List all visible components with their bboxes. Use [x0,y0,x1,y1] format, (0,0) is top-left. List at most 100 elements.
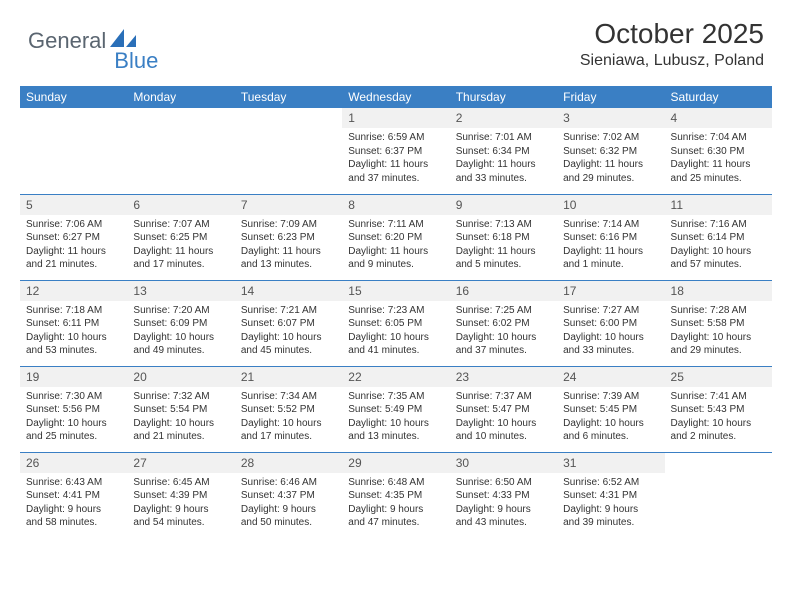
sunrise-text: Sunrise: 6:46 AM [241,476,336,490]
calendar-cell: 19Sunrise: 7:30 AMSunset: 5:56 PMDayligh… [20,366,127,452]
calendar-cell: 27Sunrise: 6:45 AMSunset: 4:39 PMDayligh… [127,452,234,538]
day-number: 11 [665,195,772,215]
sunset-text: Sunset: 6:25 PM [133,231,228,245]
day-number: 13 [127,281,234,301]
sunset-text: Sunset: 6:11 PM [26,317,121,331]
daylight-text: and 47 minutes. [348,516,443,530]
day-number: 31 [557,453,664,473]
calendar-cell: 16Sunrise: 7:25 AMSunset: 6:02 PMDayligh… [450,280,557,366]
calendar-cell: 6Sunrise: 7:07 AMSunset: 6:25 PMDaylight… [127,194,234,280]
sunset-text: Sunset: 4:39 PM [133,489,228,503]
daylight-text: and 57 minutes. [671,258,766,272]
sunrise-text: Sunrise: 7:11 AM [348,218,443,232]
location-text: Sieniawa, Lubusz, Poland [580,52,764,70]
daylight-text: Daylight: 11 hours [348,245,443,259]
daylight-text: Daylight: 10 hours [241,417,336,431]
daylight-text: Daylight: 9 hours [348,503,443,517]
day-number: 15 [342,281,449,301]
daylight-text: Daylight: 11 hours [563,245,658,259]
day-number: 7 [235,195,342,215]
sunrise-text: Sunrise: 7:14 AM [563,218,658,232]
daylight-text: Daylight: 11 hours [456,245,551,259]
calendar-table: Sunday Monday Tuesday Wednesday Thursday… [20,86,772,538]
brand-text-blue: Blue [114,48,158,74]
calendar-cell: 7Sunrise: 7:09 AMSunset: 6:23 PMDaylight… [235,194,342,280]
sunrise-text: Sunrise: 7:13 AM [456,218,551,232]
sunrise-text: Sunrise: 7:39 AM [563,390,658,404]
day-number: 14 [235,281,342,301]
daylight-text: Daylight: 10 hours [671,245,766,259]
day-number: 28 [235,453,342,473]
daylight-text: and 1 minute. [563,258,658,272]
sunset-text: Sunset: 6:34 PM [456,145,551,159]
daylight-text: Daylight: 10 hours [563,417,658,431]
sunset-text: Sunset: 6:16 PM [563,231,658,245]
day-number: 30 [450,453,557,473]
sunrise-text: Sunrise: 7:06 AM [26,218,121,232]
daylight-text: and 53 minutes. [26,344,121,358]
daylight-text: and 25 minutes. [671,172,766,186]
calendar-cell: 9Sunrise: 7:13 AMSunset: 6:18 PMDaylight… [450,194,557,280]
sunset-text: Sunset: 6:27 PM [26,231,121,245]
day-number: 2 [450,108,557,128]
calendar-cell: 31Sunrise: 6:52 AMSunset: 4:31 PMDayligh… [557,452,664,538]
sunset-text: Sunset: 4:37 PM [241,489,336,503]
sunrise-text: Sunrise: 7:09 AM [241,218,336,232]
sunrise-text: Sunrise: 7:35 AM [348,390,443,404]
sunrise-text: Sunrise: 6:50 AM [456,476,551,490]
calendar-cell [127,108,234,194]
daylight-text: and 45 minutes. [241,344,336,358]
day-number: 26 [20,453,127,473]
daylight-text: and 5 minutes. [456,258,551,272]
calendar-cell: 28Sunrise: 6:46 AMSunset: 4:37 PMDayligh… [235,452,342,538]
daylight-text: and 43 minutes. [456,516,551,530]
daylight-text: and 41 minutes. [348,344,443,358]
brand-logo: General Blue [28,18,158,64]
calendar-cell: 18Sunrise: 7:28 AMSunset: 5:58 PMDayligh… [665,280,772,366]
day-number: 6 [127,195,234,215]
day-number: 21 [235,367,342,387]
day-number: 9 [450,195,557,215]
sunset-text: Sunset: 5:54 PM [133,403,228,417]
daylight-text: and 25 minutes. [26,430,121,444]
calendar-cell: 13Sunrise: 7:20 AMSunset: 6:09 PMDayligh… [127,280,234,366]
calendar-cell: 17Sunrise: 7:27 AMSunset: 6:00 PMDayligh… [557,280,664,366]
calendar-cell: 2Sunrise: 7:01 AMSunset: 6:34 PMDaylight… [450,108,557,194]
daylight-text: and 50 minutes. [241,516,336,530]
sunset-text: Sunset: 5:56 PM [26,403,121,417]
day-number: 16 [450,281,557,301]
calendar-cell: 29Sunrise: 6:48 AMSunset: 4:35 PMDayligh… [342,452,449,538]
day-header: Sunday [20,86,127,108]
calendar-cell: 20Sunrise: 7:32 AMSunset: 5:54 PMDayligh… [127,366,234,452]
day-header: Friday [557,86,664,108]
sunset-text: Sunset: 5:52 PM [241,403,336,417]
day-number: 20 [127,367,234,387]
daylight-text: Daylight: 11 hours [671,158,766,172]
daylight-text: Daylight: 10 hours [456,331,551,345]
sunset-text: Sunset: 6:37 PM [348,145,443,159]
daylight-text: Daylight: 10 hours [456,417,551,431]
sunset-text: Sunset: 4:41 PM [26,489,121,503]
sunrise-text: Sunrise: 7:25 AM [456,304,551,318]
calendar-cell: 14Sunrise: 7:21 AMSunset: 6:07 PMDayligh… [235,280,342,366]
daylight-text: Daylight: 10 hours [348,331,443,345]
day-number: 10 [557,195,664,215]
sunset-text: Sunset: 6:07 PM [241,317,336,331]
sunrise-text: Sunrise: 7:34 AM [241,390,336,404]
sunset-text: Sunset: 6:20 PM [348,231,443,245]
calendar-cell: 15Sunrise: 7:23 AMSunset: 6:05 PMDayligh… [342,280,449,366]
day-header: Monday [127,86,234,108]
calendar-cell: 10 Sunrise: 7:14 AMSunset: 6:16 PMDayligh… [557,194,664,280]
brand-text-general: General [28,28,106,54]
calendar-cell: 30Sunrise: 6:50 AMSunset: 4:33 PMDayligh… [450,452,557,538]
calendar-week-row: 5Sunrise: 7:06 AMSunset: 6:27 PMDaylight… [20,194,772,280]
sunrise-text: Sunrise: 6:52 AM [563,476,658,490]
sunrise-text: Sunrise: 7:01 AM [456,131,551,145]
sunset-text: Sunset: 5:49 PM [348,403,443,417]
day-number: 3 [557,108,664,128]
sunset-text: Sunset: 6:05 PM [348,317,443,331]
sunrise-text: Sunrise: 7:37 AM [456,390,551,404]
daylight-text: and 6 minutes. [563,430,658,444]
sunset-text: Sunset: 6:23 PM [241,231,336,245]
calendar-cell [665,452,772,538]
